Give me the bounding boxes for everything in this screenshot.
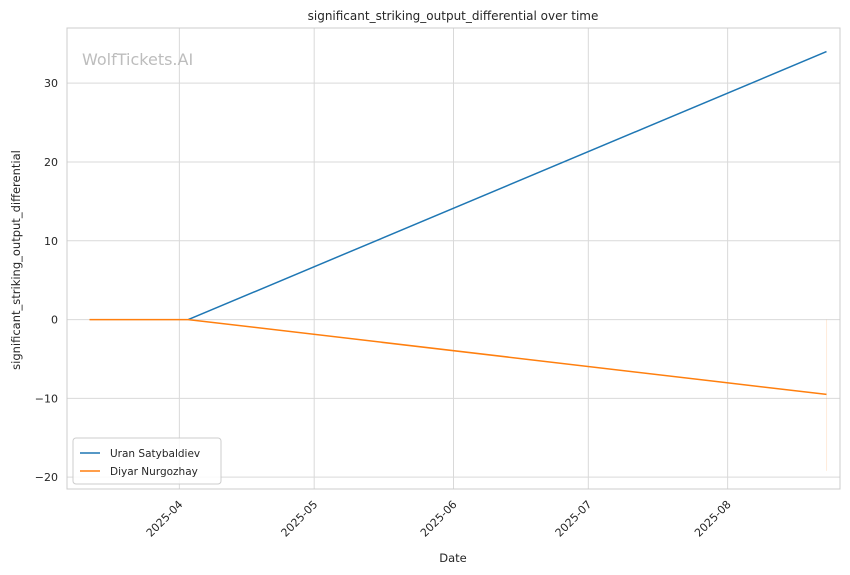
legend-label-2: Diyar Nurgozhay: [110, 466, 198, 478]
x-tick-label: 2025-08: [692, 498, 734, 540]
watermark: WolfTickets.AI: [82, 50, 193, 69]
legend-label-1: Uran Satybaldiev: [110, 448, 200, 460]
x-tick-label: 2025-07: [553, 498, 595, 540]
legend: Uran Satybaldiev Diyar Nurgozhay: [72, 437, 222, 485]
series-line-2: [89, 318, 827, 396]
y-tick-label: 0: [51, 314, 58, 327]
y-tick-label: 10: [44, 235, 58, 248]
legend-box: [72, 437, 222, 485]
y-tick-label: 30: [44, 77, 58, 90]
chart-title: significant_striking_output_differential…: [308, 9, 599, 23]
y-tick-label: −20: [35, 471, 58, 484]
y-tick-label: −10: [35, 392, 58, 405]
x-axis-ticks: 2025-04 2025-05 2025-06 2025-07 2025-08: [144, 498, 734, 540]
y-tick-label: 20: [44, 156, 58, 169]
x-axis-label: Date: [439, 551, 467, 565]
series-line-1: [188, 50, 827, 321]
x-tick-label: 2025-05: [279, 498, 321, 540]
grid: [67, 28, 840, 489]
x-tick-label: 2025-04: [144, 498, 186, 540]
series-layer: [89, 50, 828, 471]
y-axis-ticks: −20 −10 0 10 20 30: [35, 77, 58, 484]
plot-frame: [66, 27, 841, 490]
x-tick-label: 2025-06: [418, 498, 460, 540]
y-axis-label: significant_striking_output_differential: [9, 150, 23, 370]
